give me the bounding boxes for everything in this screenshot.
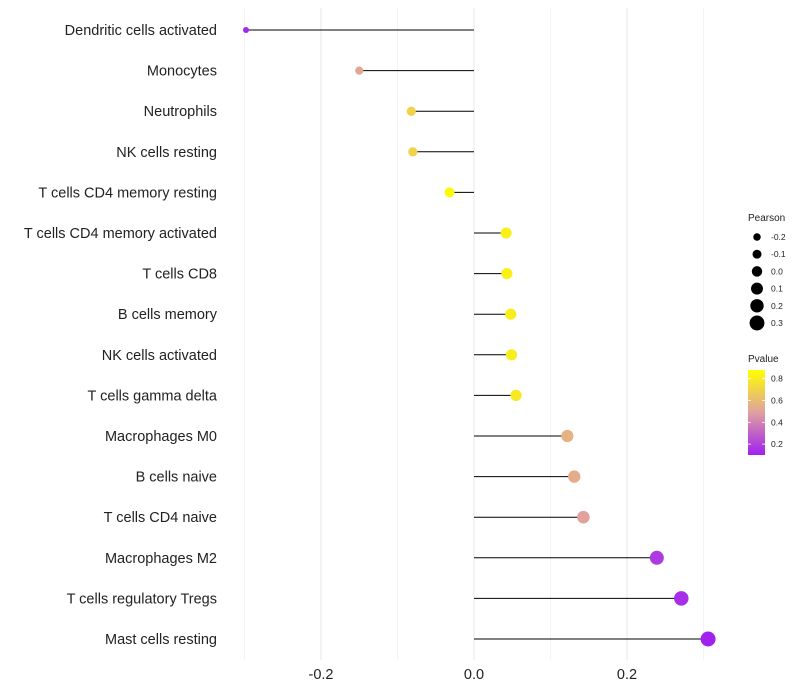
data-point [444, 187, 455, 198]
size-legend-key [753, 233, 761, 241]
category-label: T cells CD4 naive [104, 510, 217, 526]
category-label: Monocytes [147, 64, 217, 80]
color-legend-label: 0.2 [771, 439, 783, 449]
x-tick-label: -0.2 [309, 667, 334, 683]
category-label: Macrophages M0 [105, 429, 217, 445]
data-point [568, 470, 581, 483]
data-point [510, 389, 522, 402]
data-point [406, 106, 416, 116]
category-label: T cells CD4 memory resting [38, 185, 217, 201]
category-label: T cells regulatory Tregs [67, 591, 217, 607]
size-legend-label: 0.2 [771, 301, 783, 311]
category-label: Macrophages M2 [105, 551, 217, 567]
category-label: Dendritic cells activated [65, 23, 217, 39]
color-legend-bar [748, 370, 765, 455]
category-label: B cells naive [136, 470, 217, 486]
size-legend-label: 0.0 [771, 266, 783, 276]
size-legend-label: -0.2 [771, 232, 786, 242]
category-label: T cells gamma delta [88, 388, 218, 404]
size-legend-title: Pearson [748, 213, 785, 224]
color-legend: Pvalue 0.8 0.6 0.4 0.2 [748, 354, 783, 455]
data-point [700, 631, 716, 647]
category-label: NK cells resting [116, 145, 217, 161]
category-label: Mast cells resting [105, 632, 217, 648]
size-legend-key [750, 299, 764, 313]
points [243, 26, 716, 647]
category-label: B cells memory [118, 307, 218, 323]
stems [246, 29, 709, 640]
data-point [505, 308, 517, 320]
color-legend-label: 0.8 [771, 374, 783, 384]
color-legend-label: 0.4 [771, 417, 783, 427]
data-point [501, 268, 513, 280]
data-point [243, 26, 250, 34]
size-legend-label: 0.1 [771, 284, 783, 294]
color-legend-title: Pvalue [748, 354, 779, 365]
size-legend: Pearson -0.2 -0.1 0.0 0.1 0.2 0.3 [748, 213, 786, 331]
size-legend-key [751, 266, 763, 277]
size-legend-key [749, 315, 765, 331]
data-point [577, 510, 590, 524]
data-point [355, 66, 364, 75]
data-point [505, 349, 518, 361]
x-tick-label: 0.2 [617, 667, 637, 683]
category-label: NK cells activated [102, 348, 217, 364]
category-label: Neutrophils [144, 104, 217, 120]
legend: Pearson -0.2 -0.1 0.0 0.1 0.2 0.3 Pvalue 0.8 0… [748, 213, 786, 455]
x-tick-label: 0.0 [464, 667, 484, 683]
size-legend-label: 0.3 [771, 318, 783, 328]
category-label: T cells CD8 [142, 267, 217, 283]
size-legend-key [751, 282, 763, 295]
size-legend-label: -0.1 [771, 249, 786, 259]
category-label: T cells CD4 memory activated [24, 226, 217, 242]
data-point [674, 591, 689, 606]
data-point [408, 147, 418, 157]
data-point [500, 227, 512, 239]
color-legend-label: 0.6 [771, 396, 783, 406]
x-axis-ticks: -0.2 0.0 0.2 [309, 667, 638, 683]
size-legend-key [752, 249, 762, 259]
grid-lines [244, 8, 704, 660]
category-labels: Dendritic cells activated Monocytes Neutro… [24, 23, 218, 648]
data-point [649, 550, 664, 565]
data-point [561, 429, 574, 443]
